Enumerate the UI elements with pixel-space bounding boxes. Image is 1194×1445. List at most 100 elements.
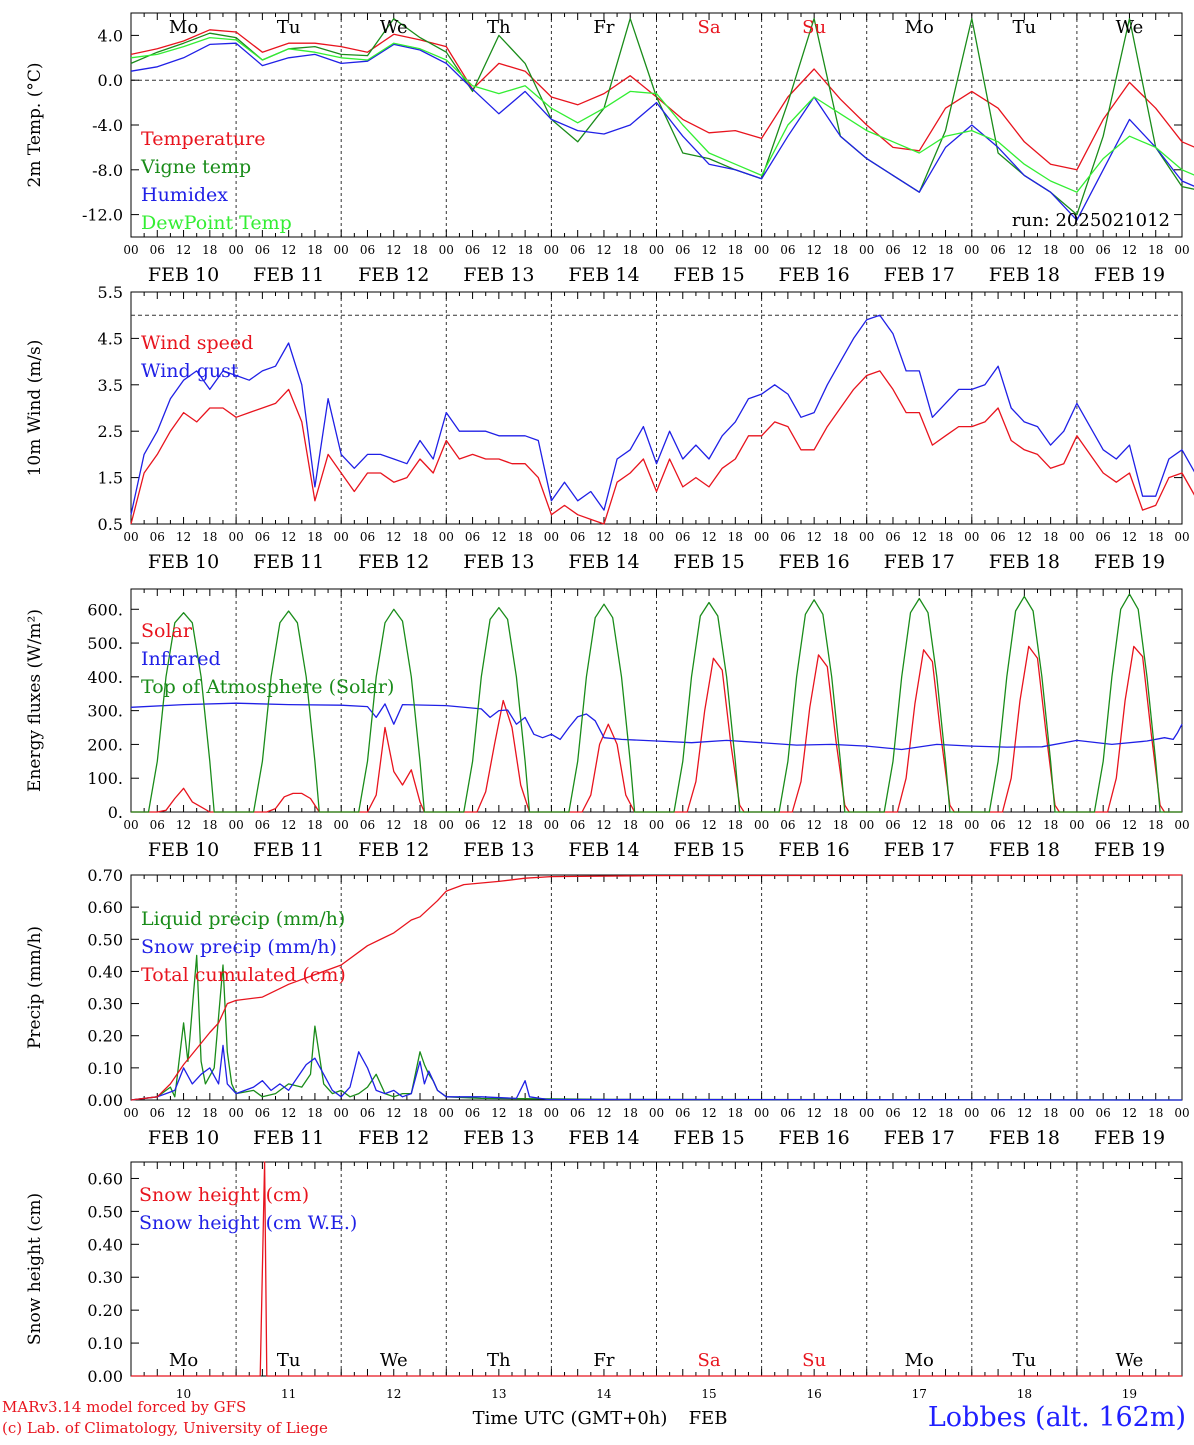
hour-label: 18 bbox=[202, 1106, 217, 1120]
legend-entry: Wind gust bbox=[141, 360, 239, 382]
hour-label: 00 bbox=[123, 1106, 138, 1120]
y-tick-label: 0.5 bbox=[98, 515, 123, 534]
hour-label: 06 bbox=[885, 818, 900, 832]
date-label: FEB 17 bbox=[884, 839, 955, 861]
y-tick-label: 4.0 bbox=[98, 26, 123, 45]
hour-label: 18 bbox=[1148, 530, 1163, 544]
hour-label: 18 bbox=[517, 1106, 532, 1120]
hour-label: 18 bbox=[623, 1106, 638, 1120]
hour-label: 00 bbox=[544, 243, 559, 257]
date-label: FEB 18 bbox=[989, 839, 1060, 861]
y-tick-label: 0.30 bbox=[87, 1268, 123, 1287]
date-label: FEB 15 bbox=[673, 264, 744, 286]
y-tick-label: 300. bbox=[87, 702, 123, 721]
series-line-energy-2 bbox=[131, 593, 1182, 813]
date-label: FEB 14 bbox=[568, 839, 639, 861]
hour-label: 18 bbox=[833, 1106, 848, 1120]
hour-label: 12 bbox=[1017, 243, 1032, 257]
weekday-label: We bbox=[1116, 1350, 1144, 1371]
weekday-label: Tu bbox=[277, 1350, 301, 1371]
date-label: FEB 17 bbox=[884, 264, 955, 286]
y-tick-label: 400. bbox=[87, 668, 123, 687]
hour-label: 00 bbox=[1069, 243, 1084, 257]
hour-label: 18 bbox=[307, 1106, 322, 1120]
y-tick-label: 3.5 bbox=[98, 376, 123, 395]
hour-label: 00 bbox=[649, 530, 664, 544]
hour-label: 00 bbox=[439, 530, 454, 544]
day-number-label: 15 bbox=[701, 1387, 716, 1401]
weekday-label: Tu bbox=[1013, 17, 1037, 38]
hour-label: 12 bbox=[701, 818, 716, 832]
hour-label: 06 bbox=[675, 530, 690, 544]
hour-label: 18 bbox=[938, 1106, 953, 1120]
hour-label: 18 bbox=[728, 530, 743, 544]
hour-label: 00 bbox=[334, 818, 349, 832]
y-tick-label: 0.20 bbox=[87, 1027, 123, 1046]
hour-label: 12 bbox=[1017, 818, 1032, 832]
series-line-precip-1 bbox=[130, 1044, 1183, 1101]
hour-label: 00 bbox=[439, 1106, 454, 1120]
hour-label: 06 bbox=[780, 530, 795, 544]
hour-label: 12 bbox=[176, 530, 191, 544]
weekday-label: Tu bbox=[277, 17, 301, 38]
hour-label: 00 bbox=[439, 243, 454, 257]
day-number-label: 14 bbox=[596, 1387, 612, 1401]
weekday-label: Mo bbox=[905, 1350, 934, 1371]
date-label: FEB 15 bbox=[673, 1127, 744, 1149]
y-tick-label: 600. bbox=[87, 600, 123, 619]
hour-label: 12 bbox=[1017, 1106, 1032, 1120]
hour-label: 00 bbox=[544, 818, 559, 832]
weekday-label: Th bbox=[487, 1350, 511, 1371]
y-tick-label: 0.10 bbox=[87, 1334, 123, 1353]
y-tick-label: 0.40 bbox=[87, 962, 123, 981]
weekday-label: Mo bbox=[169, 17, 198, 38]
hour-label: 06 bbox=[675, 243, 690, 257]
hour-label: 00 bbox=[859, 818, 874, 832]
y-tick-label: -8.0 bbox=[92, 161, 123, 180]
hour-label: 00 bbox=[544, 1106, 559, 1120]
panel-frame-energy bbox=[130, 588, 1183, 813]
date-label: FEB 15 bbox=[673, 551, 744, 573]
legend-entry: Temperature bbox=[141, 128, 265, 150]
hour-label: 00 bbox=[964, 818, 979, 832]
hour-label: 18 bbox=[202, 530, 217, 544]
hour-label: 06 bbox=[885, 1106, 900, 1120]
y-tick-label: 4.5 bbox=[98, 329, 123, 348]
series-line-temperature-3 bbox=[130, 36, 1194, 193]
hour-label: 12 bbox=[281, 1106, 296, 1120]
y-tick-label: 0.40 bbox=[87, 1235, 123, 1254]
hour-label: 00 bbox=[123, 243, 138, 257]
day-number-label: 19 bbox=[1122, 1387, 1137, 1401]
date-label: FEB 17 bbox=[884, 1127, 955, 1149]
hour-label: 00 bbox=[754, 1106, 769, 1120]
series-line-temperature-2 bbox=[130, 42, 1194, 221]
hour-label: 12 bbox=[176, 818, 191, 832]
date-label: FEB 11 bbox=[253, 264, 324, 286]
day-number-label: 12 bbox=[386, 1387, 401, 1401]
series-line-temperature-0 bbox=[130, 29, 1194, 171]
hour-label: 00 bbox=[754, 530, 769, 544]
series-line-wind-1 bbox=[130, 314, 1194, 515]
hour-label: 12 bbox=[596, 818, 611, 832]
run-label: run: 2025021012 bbox=[1012, 210, 1170, 231]
y-tick-label: 0.30 bbox=[87, 995, 123, 1014]
y-tick-label: 0.50 bbox=[87, 1202, 123, 1221]
hour-label: 06 bbox=[255, 243, 270, 257]
y-tick-label: 100. bbox=[87, 769, 123, 788]
hour-label: 12 bbox=[912, 818, 927, 832]
y-tick-label: 5.5 bbox=[98, 283, 123, 302]
hour-label: 18 bbox=[1148, 1106, 1163, 1120]
hour-label: 12 bbox=[281, 818, 296, 832]
hour-label: 06 bbox=[675, 1106, 690, 1120]
hour-label: 12 bbox=[1122, 530, 1137, 544]
hour-label: 00 bbox=[334, 1106, 349, 1120]
lab-credit: (c) Lab. of Climatology, University of L… bbox=[2, 1419, 328, 1437]
hour-label: 00 bbox=[1069, 530, 1084, 544]
legend-entry: Wind speed bbox=[141, 332, 253, 354]
hour-label: 06 bbox=[360, 1106, 375, 1120]
hour-label: 18 bbox=[728, 243, 743, 257]
y-tick-label: 0.00 bbox=[87, 1367, 123, 1386]
hour-label: 12 bbox=[281, 243, 296, 257]
series-line-energy-0 bbox=[131, 645, 1182, 813]
